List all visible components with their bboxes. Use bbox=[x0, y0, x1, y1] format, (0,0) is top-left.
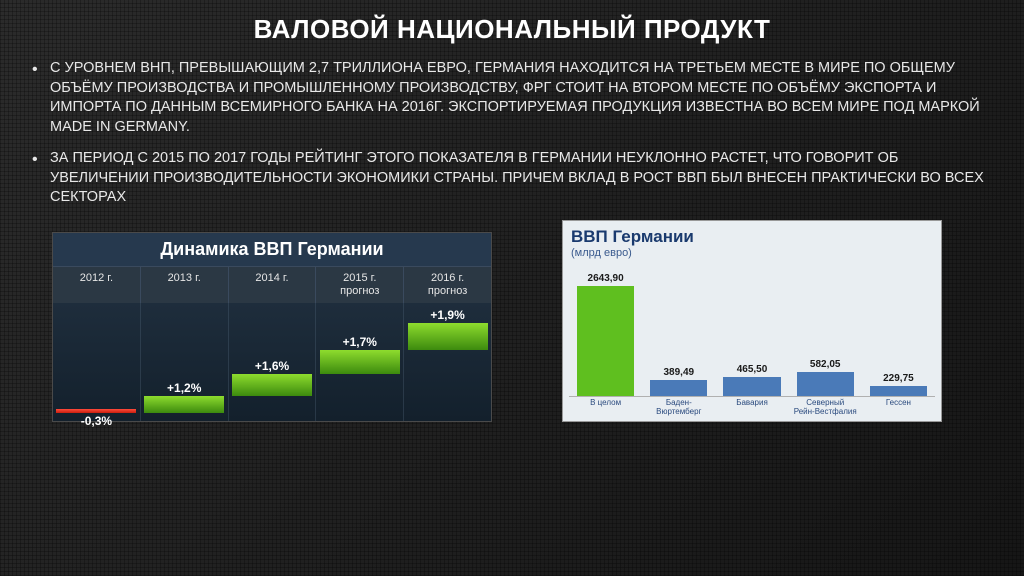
waterfall-bar bbox=[408, 323, 488, 350]
bullet-item: С уровнем ВНП, превышающим 2,7 триллиона… bbox=[32, 59, 992, 137]
waterfall-value-label: +1,7% bbox=[316, 335, 403, 349]
waterfall-column: +1,9% bbox=[404, 303, 491, 421]
barchart-title: ВВП Германии bbox=[569, 227, 935, 247]
waterfall-value-label: -0,3% bbox=[53, 414, 140, 428]
barchart-column: 229,75 bbox=[866, 267, 931, 396]
barchart-category-label: СеверныйРейн-Вестфалия bbox=[793, 399, 858, 417]
waterfall-year-label: 2015 г.прогноз bbox=[316, 267, 404, 302]
barchart-bar bbox=[797, 372, 854, 396]
gdp-bar-chart: ВВП Германии (млрд евро) 2643,90 389,49 46… bbox=[562, 220, 942, 422]
barchart-category-label: В целом bbox=[573, 399, 638, 417]
waterfall-bar bbox=[320, 350, 400, 374]
barchart-bar bbox=[723, 377, 780, 396]
waterfall-column: +1,6% bbox=[229, 303, 317, 421]
bullet-item: За период с 2015 по 2017 годы рейтинг эт… bbox=[32, 149, 992, 208]
waterfall-body: -0,3%+1,2%+1,6%+1,7%+1,9% bbox=[53, 303, 491, 421]
waterfall-column: +1,7% bbox=[316, 303, 404, 421]
barchart-axis: В целом Баден-Вюртемберг Бавария СеверныйРе… bbox=[569, 399, 935, 417]
waterfall-header: 2012 г.2013 г.2014 г.2015 г.прогноз2016 … bbox=[53, 267, 491, 302]
waterfall-chart: Динамика ВВП Германии 2012 г.2013 г.2014… bbox=[52, 232, 492, 421]
barchart-column: 2643,90 bbox=[573, 267, 638, 396]
barchart-subtitle: (млрд евро) bbox=[569, 247, 935, 263]
slide-title: ВАЛОВОЙ НАЦИОНАЛЬНЫЙ ПРОДУКТ bbox=[32, 14, 992, 45]
barchart-value-label: 465,50 bbox=[737, 364, 768, 375]
waterfall-year-label: 2014 г. bbox=[229, 267, 317, 302]
barchart-value-label: 2643,90 bbox=[588, 273, 624, 284]
waterfall-bar bbox=[56, 409, 136, 413]
barchart-column: 389,49 bbox=[646, 267, 711, 396]
waterfall-year-label: 2012 г. bbox=[53, 267, 141, 302]
barchart-column: 582,05 bbox=[793, 267, 858, 396]
waterfall-year-label: 2016 г.прогноз bbox=[404, 267, 491, 302]
bullet-list: С уровнем ВНП, превышающим 2,7 триллиона… bbox=[32, 59, 992, 208]
barchart-column: 465,50 bbox=[719, 267, 784, 396]
barchart-value-label: 389,49 bbox=[664, 367, 695, 378]
barchart-plot: 2643,90 389,49 465,50 582,05 229,75 bbox=[569, 263, 935, 397]
barchart-bar bbox=[577, 286, 634, 396]
waterfall-column: +1,2% bbox=[141, 303, 229, 421]
waterfall-title: Динамика ВВП Германии bbox=[53, 233, 491, 267]
barchart-value-label: 582,05 bbox=[810, 359, 841, 370]
charts-row: Динамика ВВП Германии 2012 г.2013 г.2014… bbox=[32, 220, 992, 422]
waterfall-year-label: 2013 г. bbox=[141, 267, 229, 302]
waterfall-bar bbox=[232, 374, 312, 396]
barchart-category-label: Гессен bbox=[866, 399, 931, 417]
barchart-bar bbox=[870, 386, 927, 396]
barchart-category-label: Бавария bbox=[719, 399, 784, 417]
barchart-category-label: Баден-Вюртемберг bbox=[646, 399, 711, 417]
waterfall-bar bbox=[144, 396, 224, 413]
barchart-bar bbox=[650, 380, 707, 396]
waterfall-value-label: +1,2% bbox=[141, 381, 228, 395]
slide: ВАЛОВОЙ НАЦИОНАЛЬНЫЙ ПРОДУКТ С уровнем В… bbox=[0, 0, 1024, 422]
barchart-value-label: 229,75 bbox=[883, 373, 914, 384]
waterfall-value-label: +1,6% bbox=[229, 359, 316, 373]
waterfall-column: -0,3% bbox=[53, 303, 141, 421]
waterfall-value-label: +1,9% bbox=[404, 308, 491, 322]
